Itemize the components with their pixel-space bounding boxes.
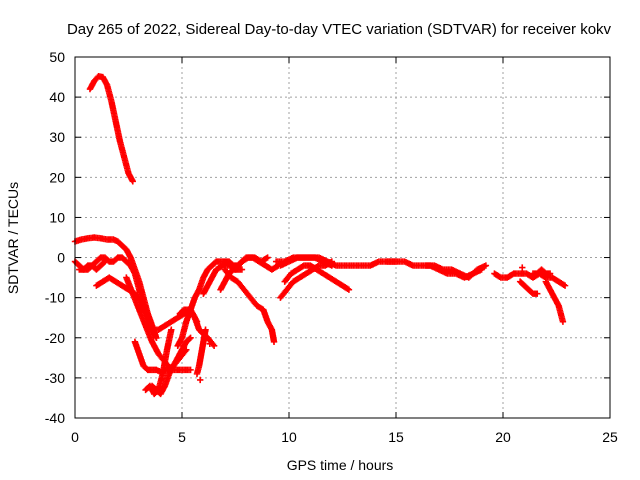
x-tick-label: 5 xyxy=(178,429,186,445)
data-point-arc-22b xyxy=(546,270,554,277)
data-point-arc-20h xyxy=(560,281,567,289)
data-point-arc-dip-7 xyxy=(168,326,175,333)
data-point-arc-fall-8h xyxy=(238,266,246,273)
y-tick-label: 50 xyxy=(49,49,65,65)
x-axis-label: GPS time / hours xyxy=(287,457,394,473)
data-point-arc-dip-5 xyxy=(210,342,218,349)
data-point-arc-peak xyxy=(129,178,136,185)
data-point-arc-low-start xyxy=(100,259,108,266)
x-tick-label: 20 xyxy=(495,429,511,445)
data-point-arc-20h xyxy=(561,282,569,289)
x-tick-label: 15 xyxy=(388,429,404,445)
data-point-arc-fall-9h xyxy=(270,338,278,345)
data-point-arc-17h xyxy=(482,262,490,269)
y-tick-label: 40 xyxy=(49,89,65,105)
data-point-arc-recover-1 xyxy=(273,263,281,270)
y-tick-label: -40 xyxy=(45,410,65,426)
data-point-arc-step xyxy=(153,334,160,341)
y-axis-label: SDTVAR / TECUs xyxy=(5,182,21,294)
data-point-arc-recover-2 xyxy=(263,255,270,262)
data-point-arc-dip-3 xyxy=(187,334,194,341)
y-tick-label: -30 xyxy=(45,370,65,386)
data-points xyxy=(71,73,569,398)
y-tick-label: 30 xyxy=(49,129,65,145)
y-tick-label: 10 xyxy=(49,209,65,225)
x-tick-label: 10 xyxy=(281,429,297,445)
x-tick-label: 0 xyxy=(71,429,79,445)
chart-title: Day 265 of 2022, Sidereal Day-to-day VTE… xyxy=(67,21,612,38)
y-tick-label: -10 xyxy=(45,290,65,306)
data-point-arc-dip-3 xyxy=(186,335,193,342)
y-tick-label: 0 xyxy=(57,250,65,266)
data-point-arc-upper-10h xyxy=(328,262,335,269)
data-point-isolated xyxy=(206,340,214,347)
plot-frame xyxy=(74,56,611,419)
data-point-arc-21h xyxy=(534,290,541,297)
y-tick-label: -20 xyxy=(45,330,65,346)
data-point-isolated xyxy=(519,264,526,271)
y-tick-label: 20 xyxy=(49,169,65,185)
data-point-arc-recover-2 xyxy=(264,254,271,261)
data-point-isolated xyxy=(196,376,204,384)
data-point-arc-dip-1 xyxy=(187,366,194,374)
data-point-arc-rise-10b xyxy=(345,286,353,293)
data-point-arc-recover-3 xyxy=(202,326,209,333)
grid-lines xyxy=(75,57,610,418)
data-point-arc-rise-10b xyxy=(344,285,351,293)
axis-ticks: 0 5 10 15 20 25 -40 -30 -20 -10 0 10 20 30 40 50 xyxy=(45,49,618,445)
data-point-arc-22h xyxy=(559,318,567,325)
data-point-arc-low-start xyxy=(101,258,109,265)
data-point-arc-dip-6 xyxy=(193,318,201,325)
x-tick-label: 25 xyxy=(602,429,618,445)
